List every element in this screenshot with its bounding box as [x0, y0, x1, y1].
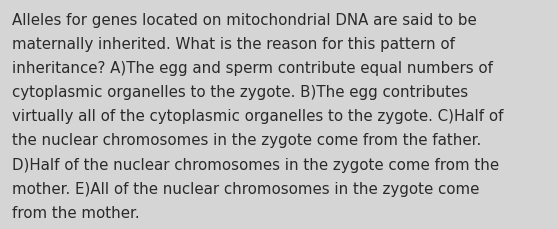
Text: inheritance? A)The egg and sperm contribute equal numbers of: inheritance? A)The egg and sperm contrib… [12, 61, 493, 76]
Text: cytoplasmic organelles to the zygote. B)The egg contributes: cytoplasmic organelles to the zygote. B)… [12, 85, 468, 100]
Text: Alleles for genes located on mitochondrial DNA are said to be: Alleles for genes located on mitochondri… [12, 13, 477, 27]
Text: virtually all of the cytoplasmic organelles to the zygote. C)Half of: virtually all of the cytoplasmic organel… [12, 109, 504, 124]
Text: maternally inherited. What is the reason for this pattern of: maternally inherited. What is the reason… [12, 37, 455, 52]
Text: D)Half of the nuclear chromosomes in the zygote come from the: D)Half of the nuclear chromosomes in the… [12, 157, 499, 172]
Text: mother. E)All of the nuclear chromosomes in the zygote come: mother. E)All of the nuclear chromosomes… [12, 181, 480, 196]
Text: the nuclear chromosomes in the zygote come from the father.: the nuclear chromosomes in the zygote co… [12, 133, 482, 148]
Text: from the mother.: from the mother. [12, 205, 140, 220]
